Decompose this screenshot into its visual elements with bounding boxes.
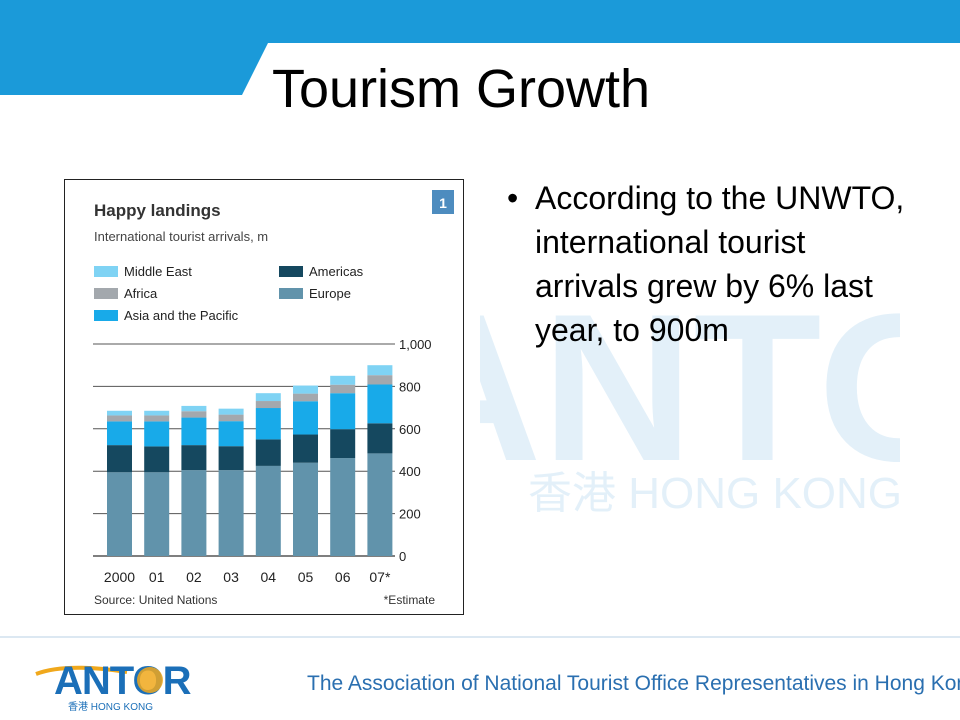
watermark-logo: ANTOR 香港 HONG KONG — [480, 270, 900, 518]
bar-segment — [107, 410, 132, 416]
bar-segment — [293, 462, 318, 556]
chart-legend: Middle East Americas Africa Europe Asia and … — [94, 264, 364, 323]
bar-segment — [107, 415, 132, 422]
bar-segment — [181, 411, 207, 418]
bar-segment — [218, 446, 244, 471]
bar-segment — [293, 434, 318, 463]
bar-segment — [218, 408, 244, 415]
bar-segment — [218, 421, 244, 447]
legend-label: Americas — [309, 264, 364, 279]
x-tick-label: 05 — [298, 569, 314, 585]
x-tick-label: 04 — [261, 569, 277, 585]
chart-footnote: *Estimate — [384, 593, 436, 607]
watermark-logo-text: ANTOR — [480, 270, 900, 505]
bar-segment — [144, 446, 170, 473]
bar-segment — [367, 384, 393, 424]
bar-segment — [255, 439, 281, 466]
x-tick-label: 07* — [369, 569, 391, 585]
x-tick-label: 03 — [223, 569, 239, 585]
bar-segment — [330, 429, 356, 459]
bar-segment — [255, 401, 281, 409]
bar-segment — [181, 405, 207, 412]
bar-segment — [181, 417, 207, 446]
logo-globe-icon — [137, 667, 163, 693]
footer-tagline: The Association of National Tourist Offi… — [307, 672, 960, 695]
bullet-text: According to the UNWTO, international to… — [535, 180, 905, 348]
legend-swatch — [94, 288, 118, 299]
bar-segment — [367, 453, 393, 556]
bar-segment — [293, 401, 318, 435]
bar-segment — [330, 458, 356, 556]
bar-segment — [107, 445, 132, 473]
y-tick-label: 400 — [399, 464, 421, 479]
bar-segment — [293, 393, 318, 402]
slide-title: Tourism Growth — [272, 59, 651, 119]
legend-swatch — [94, 266, 118, 277]
bar-segment — [367, 375, 393, 385]
bar-segment — [255, 465, 281, 556]
bar-segment — [255, 408, 281, 440]
y-tick-label: 800 — [399, 379, 421, 394]
legend-label: Europe — [309, 286, 351, 301]
chart-subtitle: International tourist arrivals, m — [94, 229, 268, 244]
legend-swatch — [279, 288, 303, 299]
y-axis-tick-labels: 0 200 400 600 800 1,000 — [399, 337, 432, 564]
bar-segment — [255, 393, 281, 402]
y-tick-label: 200 — [399, 507, 421, 522]
x-tick-label: 02 — [186, 569, 202, 585]
bar-segment — [367, 365, 393, 376]
chart-bars — [107, 365, 393, 556]
bar-segment — [330, 393, 356, 430]
y-tick-label: 1,000 — [399, 337, 432, 352]
antor-logo: ANTOR 香港 HONG KONG — [35, 659, 192, 713]
bar-segment — [181, 470, 207, 556]
bar-segment — [107, 472, 132, 556]
footer-logo-text: ANTOR — [54, 659, 192, 703]
watermark-subtitle: 香港 HONG KONG — [528, 469, 900, 518]
legend-label: Africa — [124, 286, 158, 301]
bar-segment — [144, 421, 170, 447]
bar-segment — [107, 421, 132, 446]
bar-segment — [144, 472, 170, 556]
chart-source: Source: United Nations — [94, 593, 217, 607]
bar-segment — [293, 385, 318, 394]
chart-svg: Happy landings International tourist arr… — [93, 190, 454, 607]
y-tick-label: 0 — [399, 549, 406, 564]
bullet-list: • According to the UNWTO, international … — [507, 176, 907, 352]
bar-segment — [144, 410, 170, 416]
legend-label: Asia and the Pacific — [124, 308, 239, 323]
legend-label: Middle East — [124, 264, 192, 279]
bar-segment — [181, 445, 207, 471]
x-tick-label: 06 — [335, 569, 351, 585]
bullet-marker: • — [507, 180, 519, 216]
bar-segment — [330, 384, 356, 394]
chart-badge-label: 1 — [439, 195, 447, 211]
bar-segment — [218, 414, 244, 422]
x-axis-tick-labels: 2000 01 02 03 04 05 06 07* — [104, 569, 391, 585]
footer-divider — [0, 636, 960, 638]
header-band — [0, 0, 960, 95]
bar-segment — [218, 470, 244, 556]
bar-segment — [367, 423, 393, 454]
x-tick-label: 2000 — [104, 569, 135, 585]
logo-swoosh — [35, 665, 128, 676]
legend-swatch — [94, 310, 118, 321]
header-bar — [0, 0, 960, 120]
chart-badge — [432, 190, 454, 214]
x-tick-label: 01 — [149, 569, 165, 585]
chart-panel: Happy landings International tourist arr… — [64, 179, 464, 615]
bar-segment — [330, 375, 356, 385]
bar-segment — [144, 415, 170, 422]
bullet-item: • According to the UNWTO, international … — [507, 176, 907, 352]
chart-title: Happy landings — [94, 201, 221, 220]
footer-logo-sub: 香港 HONG KONG — [68, 701, 153, 713]
y-tick-label: 600 — [399, 422, 421, 437]
legend-swatch — [279, 266, 303, 277]
